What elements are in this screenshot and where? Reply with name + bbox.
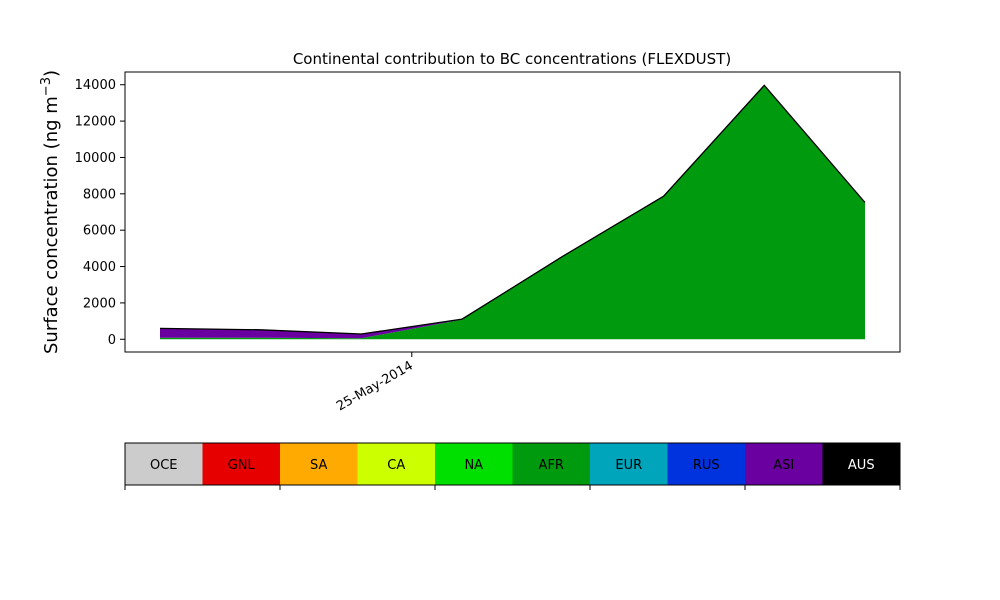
legend-swatch-na <box>435 443 513 485</box>
legend-swatch-ca <box>357 443 436 485</box>
legend-label-afr: AFR <box>539 458 564 473</box>
chart-title: Continental contribution to BC concentra… <box>293 50 731 68</box>
y-tick-label: 10000 <box>75 151 116 166</box>
y-axis-label: Surface concentration (ng m−3) <box>39 70 62 354</box>
y-tick-label: 12000 <box>75 115 116 130</box>
legend-label-asi: ASI <box>773 458 794 473</box>
legend-label-sa: SA <box>310 458 327 473</box>
legend-label-aus: AUS <box>848 458 875 473</box>
y-tick-label: 2000 <box>83 296 116 311</box>
x-tick-label: 25-May-2014 <box>334 358 416 414</box>
legend-label-gnl: GNL <box>228 458 256 473</box>
legend-swatch-asi <box>745 443 823 485</box>
y-tick-label: 8000 <box>83 187 116 202</box>
y-axis-label-close: ) <box>41 70 62 77</box>
legend-label-rus: RUS <box>693 458 720 473</box>
y-tick-label: 4000 <box>83 260 116 275</box>
total-outline-line <box>159 84 866 335</box>
region-color-legend: OCE GNL SA CA NA AFR EUR RUS ASI AUS <box>124 442 901 490</box>
legend-swatch-rus <box>667 443 746 485</box>
y-tick-label: 6000 <box>83 224 116 239</box>
plot-frame <box>124 71 901 353</box>
legend-swatch-eur <box>590 443 668 485</box>
legend-frame <box>124 442 901 486</box>
plot-area: 0 2000 4000 6000 8000 10000 12000 14000 25-May-2… <box>75 71 901 414</box>
y-tick-label: 14000 <box>75 78 116 93</box>
legend-swatch-aus <box>822 443 901 485</box>
legend-label-ca: CA <box>387 458 405 473</box>
y-axis-label-main: Surface concentration (ng m <box>41 96 62 354</box>
legend-swatch-sa <box>280 443 358 485</box>
legend-label-oce: OCE <box>150 458 178 473</box>
area-series-afr <box>160 85 865 340</box>
y-axis-label-superscript: −3 <box>39 77 54 96</box>
legend-label-na: NA <box>464 458 483 473</box>
legend-label-eur: EUR <box>615 458 642 473</box>
legend-swatch-gnl <box>202 443 281 485</box>
y-tick-label: 0 <box>108 333 116 348</box>
legend-swatch-oce <box>125 443 203 485</box>
legend-swatch-afr <box>512 443 591 485</box>
